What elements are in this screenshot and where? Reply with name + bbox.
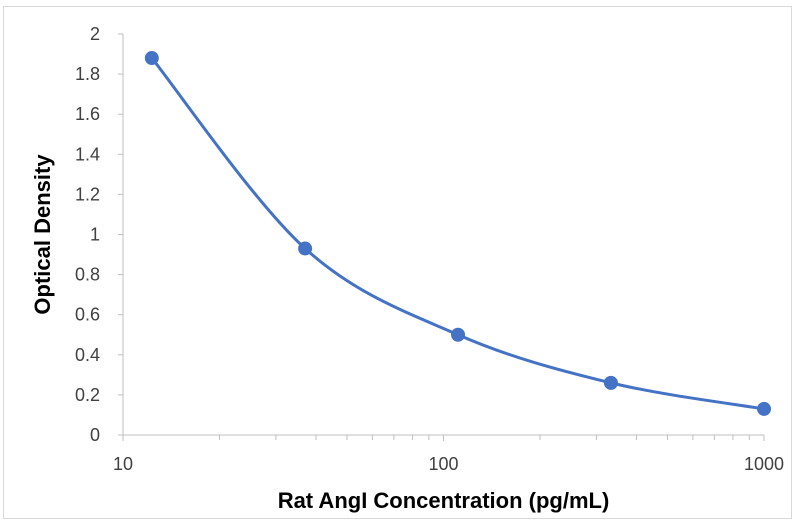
data-point [451, 327, 466, 342]
x-tick-label: 10 [113, 454, 133, 474]
data-point [298, 241, 313, 256]
y-tick-label: 0.8 [75, 265, 100, 285]
y-tick-label: 1.6 [75, 104, 100, 124]
y-tick-label: 2 [90, 24, 100, 44]
y-tick-label: 0 [90, 425, 100, 445]
y-tick-label: 1.2 [75, 184, 100, 204]
data-point [144, 51, 159, 66]
x-axis-title: Rat AngI Concentration (pg/mL) [278, 488, 610, 513]
y-tick-label: 1.8 [75, 64, 100, 84]
data-point [757, 401, 771, 416]
y-tick-label: 0.4 [75, 345, 100, 365]
data-point [603, 375, 618, 390]
y-tick-label: 1.4 [75, 144, 100, 164]
x-tick-label: 1000 [744, 454, 784, 474]
y-tick-label: 0.2 [75, 385, 100, 405]
chart-frame [3, 6, 792, 519]
y-tick-label: 1 [90, 225, 100, 245]
x-tick-label: 100 [428, 454, 458, 474]
axes [118, 33, 765, 441]
y-tick-labels: 0 0.2 0.4 0.6 0.8 1 1.2 1.4 1.6 1.8 2 [75, 24, 100, 445]
y-axis-title: Optical Density [30, 154, 55, 315]
y-tick-label: 0.6 [75, 305, 100, 325]
x-tick-labels: 10 100 1000 [113, 454, 784, 474]
series-group [144, 51, 771, 416]
series-line [150, 56, 766, 411]
